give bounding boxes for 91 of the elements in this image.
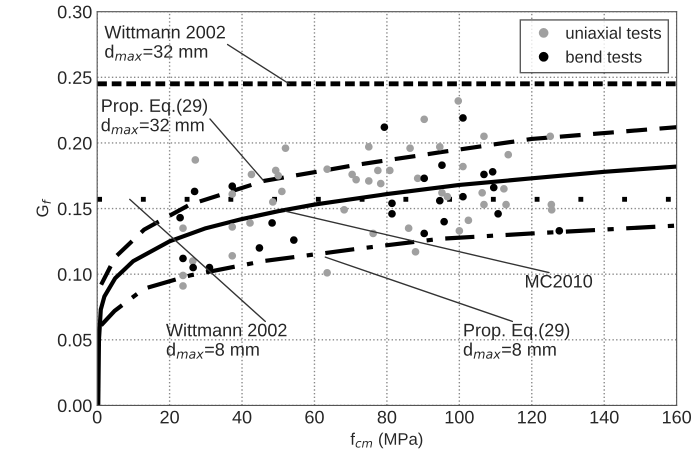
point: [478, 188, 486, 197]
x-tick-label: 160: [662, 410, 692, 424]
point: [246, 219, 254, 227]
x-tick-label: 120: [518, 410, 546, 424]
annotation: Prop. Eq.(29) d$_{max}$=8 mm: [464, 323, 570, 359]
point: [364, 143, 373, 151]
point: [436, 143, 444, 151]
point: [386, 166, 394, 174]
point: [459, 192, 467, 201]
y-axis-title: G$_{f}$: [36, 198, 51, 217]
point: [502, 200, 510, 208]
point: [556, 227, 564, 235]
point: [459, 114, 467, 122]
y-tick-label: 0.15: [58, 202, 92, 216]
point: [488, 168, 496, 176]
point: [269, 198, 277, 206]
point: [480, 132, 488, 140]
point: [412, 248, 420, 256]
x-tick-label: 140: [590, 410, 619, 424]
point: [282, 144, 290, 152]
point: [190, 188, 198, 196]
y-tick-label: 0.05: [58, 334, 92, 347]
point: [548, 206, 556, 214]
y-tick-label: 0.00: [58, 399, 92, 412]
y-tick-label: 0.10: [58, 268, 92, 281]
point: [192, 156, 200, 164]
point: [179, 254, 187, 262]
point: [376, 180, 385, 188]
legend-label: bend tests: [566, 50, 642, 63]
point: [179, 224, 187, 232]
point: [256, 244, 264, 252]
x-axis-title: f$_{cm}$ (MPa): [350, 432, 422, 448]
point: [420, 174, 428, 182]
point: [480, 200, 488, 208]
point: [546, 132, 554, 140]
point: [388, 210, 396, 218]
y-tick-label: 0.25: [58, 71, 92, 84]
x-tick-label: 60: [305, 410, 324, 424]
point: [420, 115, 428, 124]
point: [340, 206, 348, 214]
point: [504, 150, 512, 159]
annotation: Prop. Eq.(29) d$_{max}$=32 mm: [102, 98, 208, 134]
point: [438, 161, 446, 170]
annotation: MC2010: [526, 274, 592, 288]
point: [440, 218, 448, 226]
y-tick-label: 0.20: [58, 136, 92, 150]
point: [189, 264, 197, 272]
point: [274, 172, 282, 180]
point: [374, 166, 382, 174]
point: [404, 224, 412, 232]
point: [348, 170, 356, 178]
point: [456, 227, 464, 235]
x-tick-label: 80: [378, 410, 396, 424]
point: [464, 216, 472, 224]
annotation: Wittmann 2002 d$_{max}$=32 mm: [104, 25, 225, 61]
annotation: Wittmann 2002 d$_{max}$=8 mm: [166, 323, 286, 359]
point: [364, 177, 373, 185]
point: [278, 188, 286, 196]
point: [459, 162, 467, 170]
point: [494, 210, 502, 218]
x-tick-label: 0: [92, 410, 102, 424]
x-tick-label: 20: [160, 410, 179, 424]
point: [228, 223, 236, 231]
point: [179, 282, 187, 290]
point: [290, 236, 298, 244]
point: [388, 199, 396, 208]
point: [454, 97, 462, 105]
point: [480, 170, 488, 178]
point: [323, 165, 331, 173]
point: [490, 184, 498, 192]
point: [176, 214, 184, 222]
legend-label: uniaxial tests: [566, 26, 662, 39]
point: [414, 174, 422, 182]
point: [352, 176, 360, 184]
point: [179, 272, 187, 280]
point: [436, 196, 444, 204]
point: [438, 188, 446, 197]
point: [406, 144, 414, 152]
point: [380, 123, 388, 131]
x-tick-label: 40: [232, 410, 252, 424]
x-tick-label: 100: [446, 410, 474, 424]
y-tick-label: 0.30: [58, 6, 92, 18]
point: [268, 219, 276, 227]
point: [444, 192, 452, 201]
point: [228, 182, 236, 190]
point: [420, 230, 428, 238]
point: [248, 170, 256, 178]
point: [228, 190, 236, 198]
point: [228, 252, 236, 260]
point: [500, 185, 508, 193]
point: [323, 269, 331, 277]
